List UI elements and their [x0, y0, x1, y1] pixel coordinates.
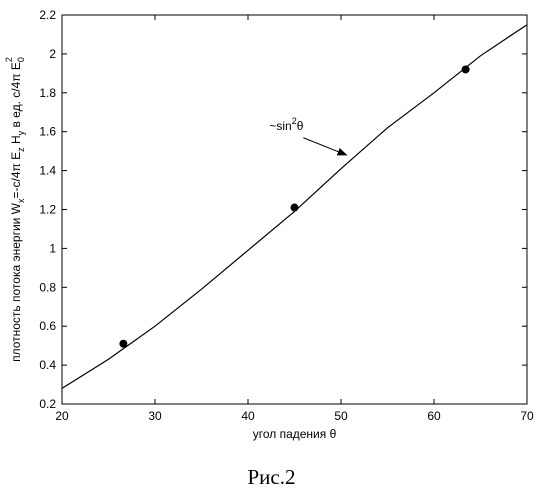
- annotation-group: ~sin2θ: [269, 116, 346, 155]
- series-group: [62, 25, 527, 389]
- data-point: [462, 65, 470, 73]
- y-axis-label: плотность потока энергии Wx=-c/4π Ez Hy …: [4, 57, 26, 362]
- y-ticks: 0.2 0.4 0.6 0.8 1 1.2 1.4 1.6 1.8 2 2.2: [39, 8, 527, 411]
- annotation-arrow: [303, 138, 346, 155]
- data-point: [119, 340, 127, 348]
- x-tick-label: 40: [241, 409, 255, 423]
- y-tick-label: 1.2: [39, 203, 56, 217]
- ylabel-part-4: в ед. c/4π E: [9, 62, 23, 131]
- y-tick-label: 0.4: [39, 358, 56, 372]
- ylabel-sub-0: 0: [16, 57, 26, 62]
- y-tick-label: 1.8: [39, 86, 56, 100]
- x-tick-label: 20: [55, 409, 69, 423]
- y-tick-label: 0.6: [39, 319, 56, 333]
- annotation-base: ~sin: [269, 119, 291, 133]
- ylabel-part-1: плотность потока энергии W: [9, 202, 23, 362]
- figure-caption: Рис.2: [0, 465, 543, 490]
- y-tick-label: 1.4: [39, 164, 56, 178]
- y-tick-label: 1: [49, 241, 56, 255]
- data-point: [291, 204, 299, 212]
- x-tick-label: 60: [427, 409, 441, 423]
- x-axis-label: угол падения θ: [253, 427, 337, 441]
- y-tick-label: 2.2: [39, 8, 56, 22]
- ylabel-part-2: =-c/4π E: [9, 152, 23, 199]
- ylabel-sup-2: 2: [4, 57, 14, 62]
- ylabel-part-3: H: [9, 135, 23, 147]
- annotation-tail: θ: [297, 119, 304, 133]
- x-tick-label: 30: [148, 409, 162, 423]
- annotation-label: ~sin2θ: [269, 116, 303, 133]
- chart: 203040506070 0.20.40.60.811.21.41.61.822…: [0, 0, 543, 460]
- x-tick-label: 70: [520, 409, 534, 423]
- x-tick-label: 50: [334, 409, 348, 423]
- y-tick-label: 2: [49, 47, 56, 61]
- y-tick-label: 0.2: [39, 397, 56, 411]
- y-tick-label: 0.8: [39, 280, 56, 294]
- x-ticks: 20 30 40 50 60 70: [55, 15, 534, 423]
- y-tick-label: 1.6: [39, 125, 56, 139]
